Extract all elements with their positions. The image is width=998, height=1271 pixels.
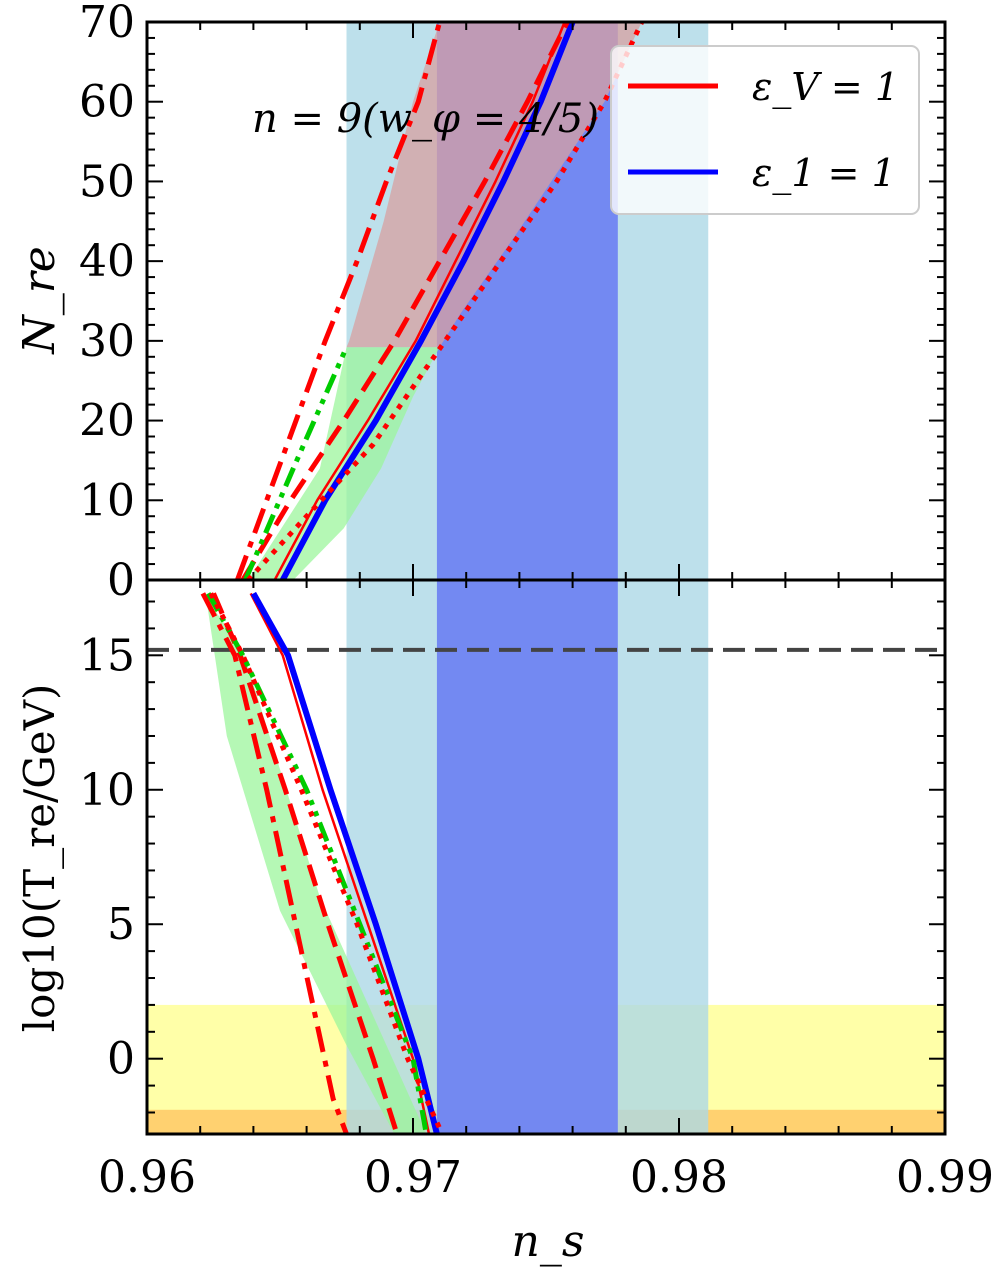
bottom-panel [147,580,945,1134]
bottom-series-dotted-5 [208,592,445,1134]
xtick-label: 0.96 [98,1152,196,1203]
top-ytick-label: 60 [79,77,135,128]
top-series-dashed-3 [240,22,570,580]
bottom-series-dashdot-2 [200,592,349,1134]
top-ytick-label: 30 [79,316,135,367]
x-axis-label: n_s [512,1216,585,1267]
top-ytick-label: 20 [79,396,135,447]
bottom-series-solid-1 [250,591,440,1134]
legend-label-epsilon-1: ε_1 = 1 [752,151,896,196]
bottom-ytick-label: 0 [107,1034,135,1085]
xtick-label: 0.99 [896,1152,994,1203]
top-ytick-label: 40 [79,236,135,287]
top-lines [235,22,645,580]
legend: ε_V = 1 ε_1 = 1 [610,45,920,215]
bottom-bands [147,580,945,1134]
top-ytick-label: 0 [107,555,135,606]
bottom-ytick-label: 15 [79,630,135,681]
bottom-axes: 0 5 10 15 0.96 0.97 0.98 0.99 [79,578,994,1203]
bottom-lines [147,591,945,1134]
top-series-solid-1 [280,22,576,580]
bottom-ytick-label: 5 [107,899,135,950]
top-ytick-label: 70 [79,0,135,48]
top-series-solid-0 [273,22,566,580]
top-green-region [248,347,440,580]
bottom-vband-1 [436,580,618,1134]
top-y-axis-label: N_re [14,246,65,355]
top-ytick-label: 10 [79,475,135,526]
legend-label-epsilon-v: ε_V = 1 [752,65,899,110]
bottom-y-axis-label: log10(T_re/GeV) [15,684,64,1033]
top-axes: 0 10 20 30 40 50 60 70 [79,0,947,606]
top-ytick-label: 50 [79,156,135,207]
xtick-label: 0.98 [630,1152,728,1203]
bottom-regions [202,593,427,1134]
model-annotation: n = 9(w_φ = 4/5) [252,96,599,142]
bottom-green-region [202,593,427,1134]
xtick-label: 0.97 [364,1152,462,1203]
bottom-frame [145,578,947,1136]
top-series-dashdotdot-4 [243,346,349,580]
bottom-ytick-label: 10 [79,765,135,816]
